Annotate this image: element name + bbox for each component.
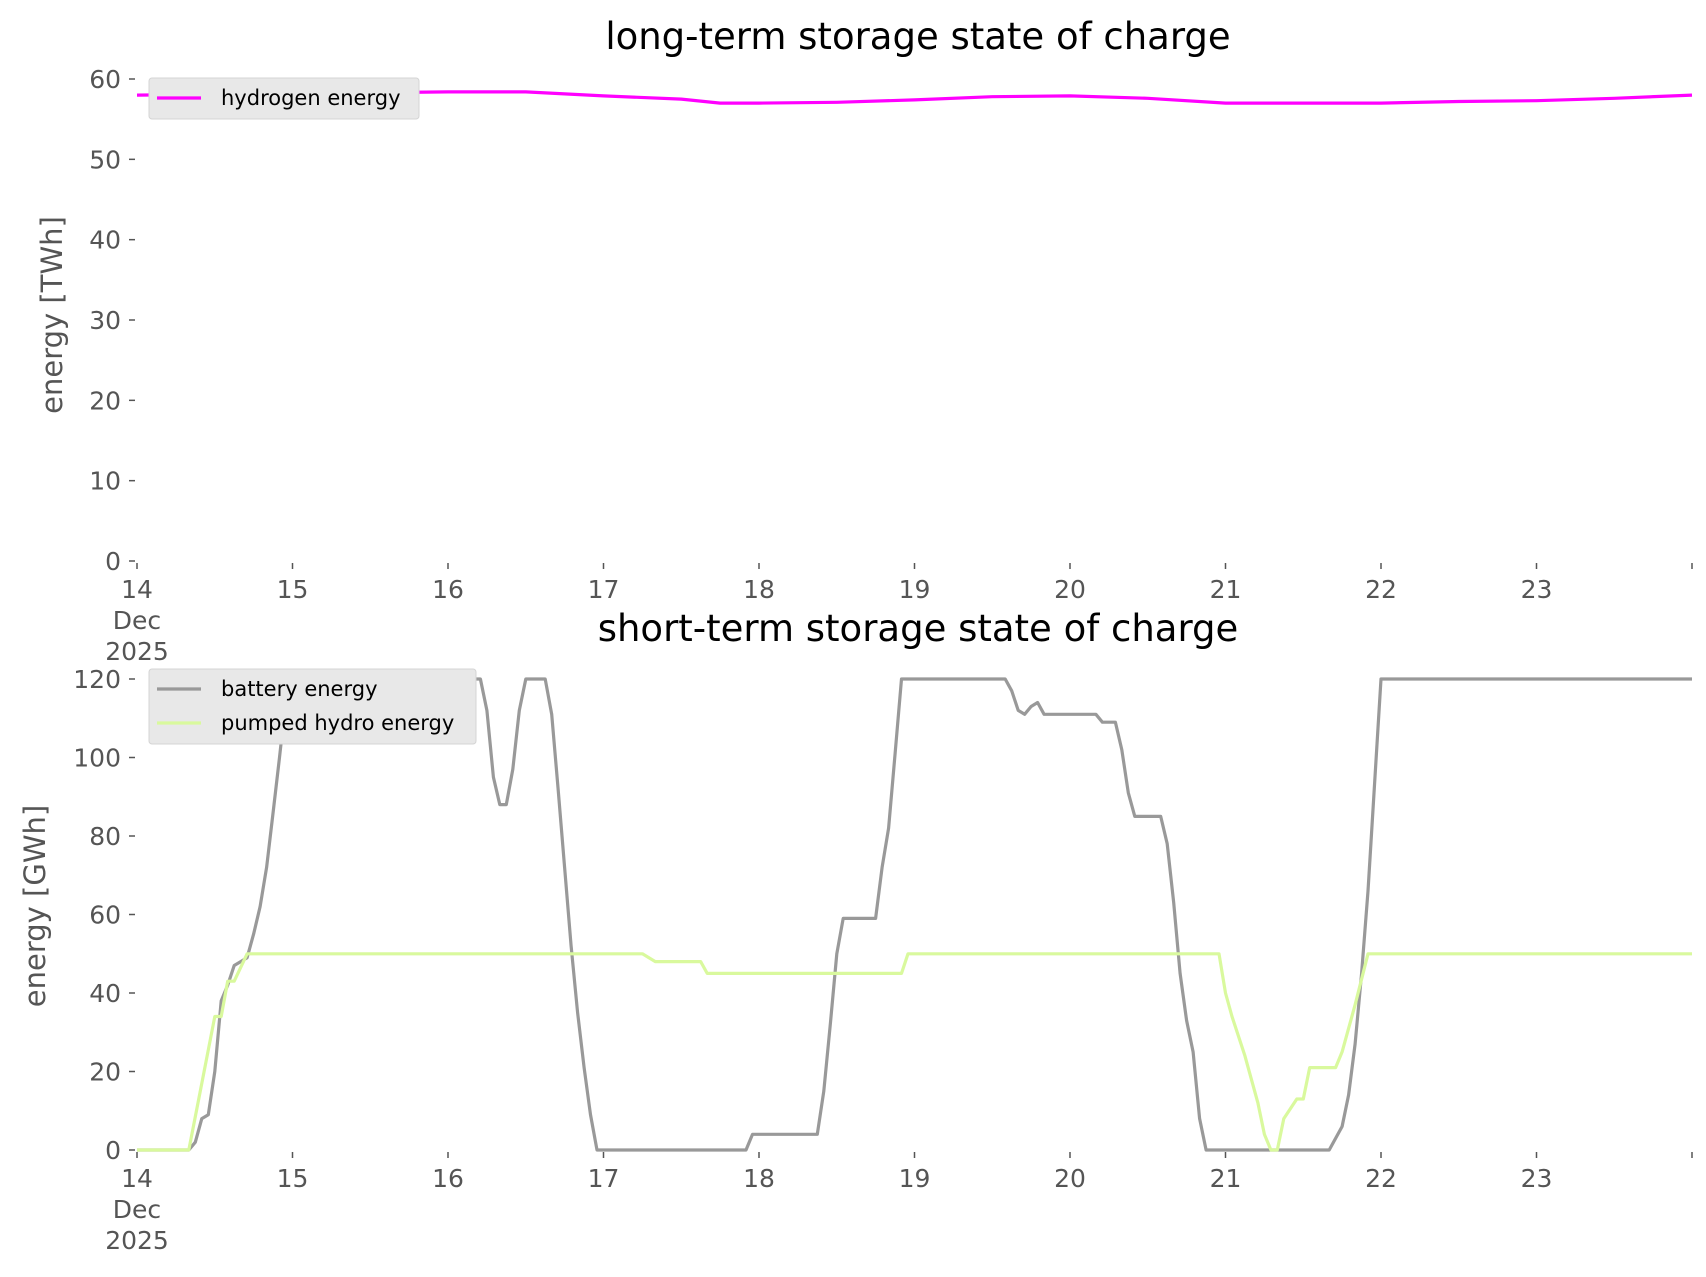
y-tick-label: 60 — [89, 65, 121, 94]
legend-label: pumped hydro energy — [221, 711, 454, 735]
y-axis-label: energy [GWh] — [18, 805, 52, 1007]
x-tick-label: 17 — [588, 575, 620, 604]
x-tick-label: 2025 — [105, 637, 169, 666]
legend-box — [148, 77, 420, 120]
y-tick-label: 60 — [89, 901, 121, 930]
x-tick-label: 23 — [1521, 1164, 1553, 1193]
x-tick-label: 21 — [1210, 1164, 1242, 1193]
x-tick-label: Dec — [113, 606, 161, 635]
y-tick-label: 100 — [73, 744, 121, 773]
chart-title: long-term storage state of charge — [605, 15, 1230, 58]
series-line — [137, 677, 1692, 1152]
x-tick-label: 22 — [1365, 575, 1397, 604]
x-tick-label: 19 — [899, 575, 931, 604]
y-axis-label: energy [TWh] — [35, 216, 69, 414]
x-tick-label: 18 — [743, 1164, 775, 1193]
x-tick-label: 22 — [1365, 1164, 1397, 1193]
y-tick-label: 80 — [89, 822, 121, 851]
x-tick-label: 15 — [277, 1164, 309, 1193]
x-tick-label: Dec — [113, 1195, 161, 1224]
plot-lines — [137, 677, 1692, 1152]
y-tick-label: 50 — [89, 145, 121, 174]
x-tick-label: 14 — [121, 1164, 153, 1193]
y-tick-label: 120 — [73, 665, 121, 694]
x-tick-label: 20 — [1054, 575, 1086, 604]
legend: hydrogen energy — [148, 77, 420, 120]
x-tick-label: 18 — [743, 575, 775, 604]
x-tick-label: 15 — [277, 575, 309, 604]
chart-long-term: long-term storage state of charge 0 10 20 3… — [35, 15, 1693, 666]
y-tick-label: 40 — [89, 979, 121, 1008]
x-tick-label: 21 — [1210, 575, 1242, 604]
x-tick-label: 19 — [899, 1164, 931, 1193]
series-line — [136, 90, 1693, 105]
y-axis: 0 20 40 60 80 100 120 — [73, 665, 135, 1165]
y-tick-label: 10 — [89, 467, 121, 496]
legend-label: hydrogen energy — [221, 86, 401, 110]
x-tick-label: 23 — [1521, 575, 1553, 604]
chart-short-term: short-term storage state of charge 0 20 40… — [18, 607, 1693, 1255]
chart-title: short-term storage state of charge — [598, 607, 1239, 650]
series-line — [137, 952, 1692, 1152]
legend-label: battery energy — [221, 677, 378, 701]
plot-lines — [136, 90, 1693, 105]
y-axis: 0 10 20 30 40 50 60 — [89, 65, 135, 576]
legend: battery energy pumped hydro energy — [148, 668, 477, 745]
y-tick-label: 40 — [89, 226, 121, 255]
x-tick-label: 17 — [588, 1164, 620, 1193]
x-tick-label: 20 — [1054, 1164, 1086, 1193]
y-tick-label: 30 — [89, 306, 121, 335]
y-tick-label: 20 — [89, 1058, 121, 1087]
x-tick-label: 16 — [432, 1164, 464, 1193]
x-tick-label: 16 — [432, 575, 464, 604]
legend-box — [148, 668, 477, 745]
y-tick-label: 20 — [89, 386, 121, 415]
y-tick-label: 0 — [105, 547, 121, 576]
x-tick-label: 14 — [121, 575, 153, 604]
x-tick-label: 2025 — [105, 1226, 169, 1255]
y-tick-label: 0 — [105, 1136, 121, 1165]
